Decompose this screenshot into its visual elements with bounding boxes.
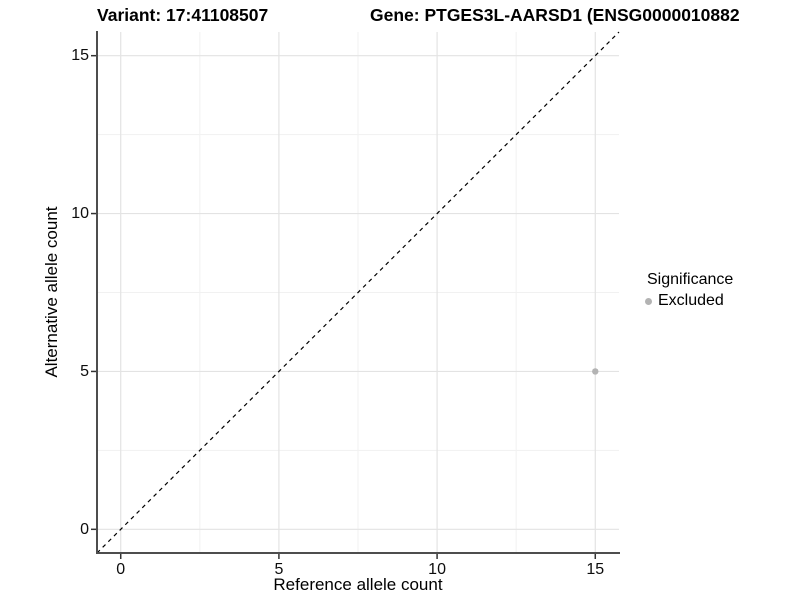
legend-item-excluded: Excluded bbox=[645, 292, 733, 310]
x-tick-label: 5 bbox=[274, 561, 284, 578]
x-tick-label: 15 bbox=[586, 561, 605, 578]
legend-item-label: Excluded bbox=[658, 292, 724, 309]
y-tick-label: 10 bbox=[71, 205, 89, 223]
plot-title-variant: Variant: 17:41108507 bbox=[97, 5, 269, 25]
plot-title-gene: Gene: PTGES3L-AARSD1 (ENSG0000010882 bbox=[370, 5, 740, 25]
x-tick-label: 0 bbox=[116, 561, 126, 578]
x-tick-label: 10 bbox=[428, 561, 446, 578]
y-axis-title: Alternative allele count bbox=[42, 206, 61, 378]
y-tick-label: 5 bbox=[80, 362, 89, 380]
y-tick-label: 15 bbox=[71, 47, 89, 65]
x-axis-title: Reference allele count bbox=[273, 575, 443, 594]
legend-title: Significance bbox=[647, 271, 734, 288]
legend: Significance Excluded bbox=[645, 270, 733, 310]
data-point bbox=[592, 368, 599, 375]
excluded-point-icon bbox=[645, 297, 652, 305]
y-tick-label: 0 bbox=[80, 520, 89, 538]
